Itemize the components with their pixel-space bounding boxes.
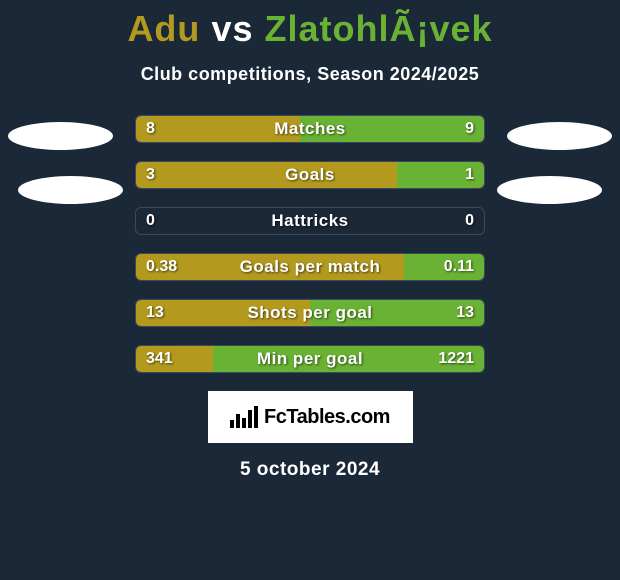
stat-row: 89Matches <box>135 115 485 143</box>
card-title: Adu vs ZlatohlÃ¡vek <box>0 0 620 50</box>
player1-badge-bottom <box>18 176 123 204</box>
card-date: 5 october 2024 <box>0 459 620 481</box>
player1-name: Adu <box>127 8 200 49</box>
comparison-card: Adu vs ZlatohlÃ¡vek Club competitions, S… <box>0 0 620 580</box>
brand-bars-icon <box>230 406 258 428</box>
player2-badge-top <box>507 122 612 150</box>
player2-badge-bottom <box>497 176 602 204</box>
stat-label: Goals per match <box>136 254 484 280</box>
stat-row: 1313Shots per goal <box>135 299 485 327</box>
title-vs: vs <box>211 8 253 49</box>
brand-badge: FcTables.com <box>208 391 413 443</box>
stat-row: 0.380.11Goals per match <box>135 253 485 281</box>
stat-label: Hattricks <box>136 208 484 234</box>
stat-label: Min per goal <box>136 346 484 372</box>
stat-label: Shots per goal <box>136 300 484 326</box>
stats-list: 89Matches 31Goals 00Hattricks 0.380.11Goals… <box>135 115 485 373</box>
brand-text: FcTables.com <box>264 406 390 429</box>
stat-row: 31Goals <box>135 161 485 189</box>
stat-row: 3411221Min per goal <box>135 345 485 373</box>
stat-row: 00Hattricks <box>135 207 485 235</box>
player1-badge-top <box>8 122 113 150</box>
player2-name: ZlatohlÃ¡vek <box>265 8 493 49</box>
stat-label: Goals <box>136 162 484 188</box>
card-subtitle: Club competitions, Season 2024/2025 <box>0 64 620 85</box>
stat-label: Matches <box>136 116 484 142</box>
